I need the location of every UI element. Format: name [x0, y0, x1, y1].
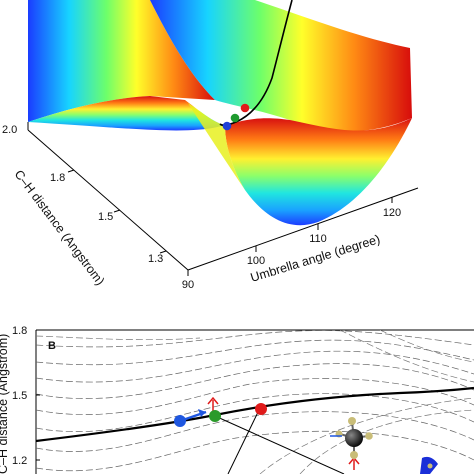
x-tick-label: 100 — [247, 255, 265, 267]
y-tick-mark — [67, 169, 75, 173]
y-tick-label: 1.3 — [148, 253, 163, 265]
contour-line — [36, 378, 474, 415]
contour-line — [339, 330, 474, 383]
y-tick-label: 1.2 — [12, 455, 27, 467]
contour-line — [379, 330, 474, 363]
contour-line — [36, 335, 201, 341]
surface-bowl — [225, 118, 412, 226]
surface-upper — [150, 0, 412, 132]
contour-line — [36, 363, 474, 399]
y-tick-mark — [159, 250, 167, 254]
y-tick-label: 1.8 — [12, 325, 27, 337]
panel-b-contour-plot: B 1.8 1.5 1.2 C–H distance (Angstrom) — [0, 325, 474, 474]
panel-b-label: B — [48, 340, 56, 352]
contour-line — [259, 397, 474, 474]
y-tick-label: 1.8 — [50, 172, 65, 184]
path-point-red — [240, 103, 250, 113]
contour-line — [36, 350, 474, 383]
path-point-blue — [222, 121, 232, 131]
surface-back-left — [28, 0, 215, 122]
y-tick-label: 1.5 — [98, 211, 113, 223]
path-point-blue — [174, 415, 186, 427]
contour-line — [36, 339, 474, 366]
path-point-red — [255, 403, 267, 415]
contour-line — [36, 430, 474, 472]
path-point-green — [209, 410, 221, 422]
contour-line — [36, 411, 474, 452]
x-tick-label: 90 — [182, 279, 194, 291]
fragment-atom — [427, 463, 433, 469]
x-tick-label: 110 — [309, 233, 327, 245]
contour-line — [36, 393, 474, 432]
methane-molecule-model — [335, 417, 373, 459]
y-axis-title: C–H distance (Angstrom) — [0, 334, 10, 474]
mode-vector-line — [214, 415, 345, 474]
x-tick-label: 120 — [383, 207, 401, 219]
y-tick-label: 2.0 — [2, 124, 17, 136]
y-tick-label: 1.5 — [12, 390, 27, 402]
red-up-arrow — [207, 396, 219, 412]
surface-front-skirt — [188, 103, 245, 190]
axis-line-y — [27, 129, 189, 271]
contour-lines — [36, 330, 474, 474]
panel-a-surface-plot: 2.0 1.8 1.5 1.3 90 100 110 120 C–H dista… — [2, 0, 419, 291]
path-point-green — [230, 113, 240, 123]
reaction-path-b — [35, 386, 474, 443]
axis-line-x — [187, 187, 419, 271]
surface-left-wing — [28, 96, 225, 131]
contour-line — [299, 409, 474, 474]
y-axis-title: C–H distance (Angstrom) — [12, 167, 108, 287]
red-up-arrow — [348, 456, 360, 470]
contour-line — [36, 330, 474, 348]
mode-vector-line — [227, 407, 261, 474]
y-tick-mark — [113, 209, 121, 213]
